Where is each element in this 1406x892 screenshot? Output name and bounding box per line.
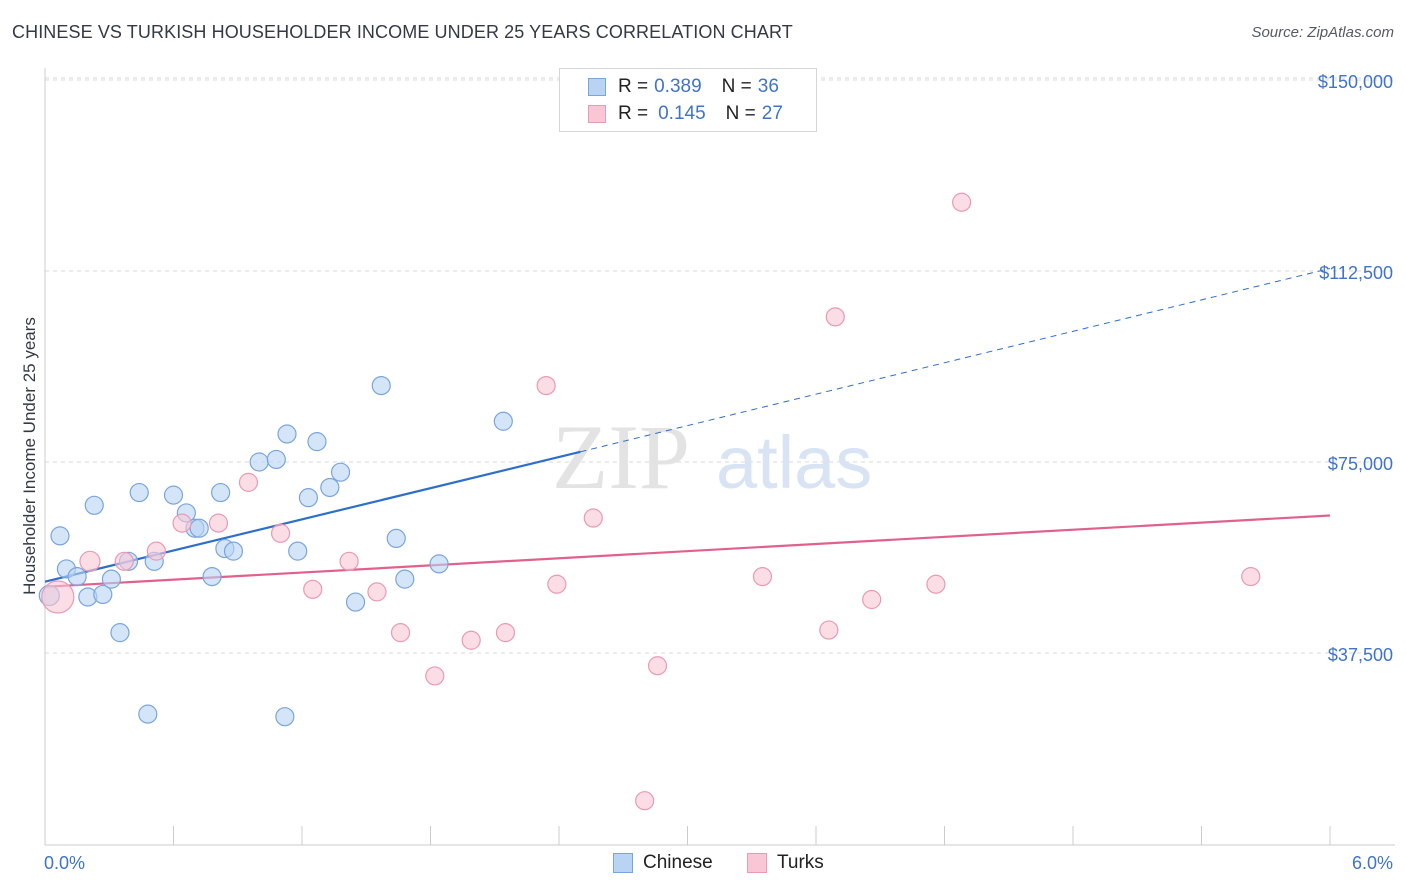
data-points — [38, 192, 1261, 811]
bottom-legend: Chinese Turks — [0, 852, 1406, 878]
point-turks — [270, 523, 291, 543]
watermark-atlas: atlas — [716, 421, 872, 504]
point-turks — [926, 574, 946, 594]
watermark: ZIP atlas — [552, 406, 872, 508]
point-turks — [146, 541, 166, 561]
bottom-legend-swatch-turks — [747, 853, 767, 873]
legend-swatch-chinese — [588, 78, 606, 96]
trend-line-turks — [44, 514, 1331, 588]
point-turks — [79, 550, 101, 572]
point-turks — [647, 656, 668, 676]
point-turks — [547, 574, 567, 594]
point-turks — [1241, 566, 1261, 587]
point-turks — [238, 472, 259, 492]
point-turks — [303, 579, 323, 599]
point-chinese — [266, 449, 286, 470]
point-turks — [208, 513, 229, 533]
bottom-legend-chinese: Chinese — [613, 852, 713, 874]
point-turks — [390, 623, 411, 643]
point-chinese — [110, 623, 130, 643]
point-chinese — [277, 424, 297, 444]
point-chinese — [84, 495, 104, 515]
point-chinese — [202, 566, 222, 587]
bottom-legend-turks: Turks — [747, 852, 824, 874]
point-chinese — [129, 482, 149, 503]
point-chinese — [249, 452, 269, 472]
y-axis-label: Householder Income Under 25 years — [20, 317, 39, 595]
legend-swatch-turks — [588, 105, 606, 123]
point-chinese — [50, 526, 70, 546]
point-chinese — [223, 541, 244, 561]
y-tick-label: $75,000 — [1328, 454, 1393, 474]
y-tick-label: $112,500 — [1319, 263, 1393, 283]
legend-r-label: R = — [618, 76, 649, 97]
point-turks — [536, 376, 556, 396]
legend-row-turks: R = 0.145 N = 27 — [588, 102, 783, 126]
tick-labels: $37,500 $75,000 $112,500 $150,000 0.0% 6.0% — [44, 72, 1393, 873]
point-chinese — [211, 482, 231, 503]
point-chinese — [371, 376, 391, 396]
y-tick-label: $37,500 — [1328, 645, 1393, 665]
point-turks — [461, 630, 481, 650]
trend-line-chinese-extension — [580, 267, 1331, 453]
point-chinese — [345, 592, 366, 612]
chart-title: CHINESE VS TURKISH HOUSEHOLDER INCOME UN… — [12, 22, 793, 42]
point-chinese — [138, 704, 158, 724]
bottom-legend-label-turks: Turks — [777, 852, 824, 873]
point-chinese — [189, 518, 209, 538]
legend-n-value: 27 — [761, 103, 783, 124]
grid-lines — [45, 77, 1395, 654]
point-turks — [819, 620, 839, 640]
point-chinese — [307, 432, 327, 452]
y-tick-label: $150,000 — [1318, 72, 1393, 92]
point-turks — [952, 192, 972, 212]
point-chinese — [386, 528, 406, 549]
point-turks — [367, 582, 387, 602]
legend: R = 0.389 N = 36 R = 0.145 N = 27 — [559, 68, 817, 132]
point-turks — [425, 666, 445, 686]
point-turks — [583, 508, 603, 528]
point-chinese — [101, 569, 121, 589]
point-chinese — [429, 554, 449, 574]
legend-n-label: N = — [725, 103, 756, 124]
source-label: Source: ZipAtlas.com — [1251, 24, 1394, 41]
legend-r-label: R = — [618, 103, 649, 124]
point-chinese — [395, 569, 415, 589]
point-turks — [752, 566, 773, 587]
point-turks — [635, 791, 655, 811]
x-tick-label-start: 0.0% — [44, 853, 85, 873]
point-chinese — [288, 541, 308, 561]
point-chinese — [493, 411, 513, 431]
legend-r-value: 0.389 — [654, 76, 702, 97]
point-chinese — [298, 488, 319, 508]
point-chinese — [275, 707, 295, 727]
legend-n-label: N = — [721, 76, 752, 97]
point-chinese — [67, 566, 87, 587]
point-chinese — [163, 485, 184, 505]
point-turks — [172, 513, 192, 533]
legend-row-chinese: R = 0.389 N = 36 — [588, 75, 779, 99]
point-turks — [114, 551, 134, 571]
point-turks — [41, 580, 75, 614]
bottom-legend-swatch-chinese — [613, 853, 633, 873]
bottom-legend-label-chinese: Chinese — [643, 852, 713, 873]
watermark-zip: ZIP — [552, 406, 690, 508]
point-turks — [339, 551, 359, 571]
axes — [44, 68, 1395, 846]
point-turks — [862, 589, 882, 610]
point-chinese — [320, 477, 340, 498]
legend-r-value: 0.145 — [658, 103, 706, 124]
point-turks — [825, 307, 845, 327]
point-chinese — [330, 462, 351, 482]
point-chinese — [93, 584, 113, 605]
x-tick-label-end: 6.0% — [1352, 853, 1393, 873]
legend-n-value: 36 — [757, 76, 779, 97]
point-turks — [495, 623, 516, 643]
